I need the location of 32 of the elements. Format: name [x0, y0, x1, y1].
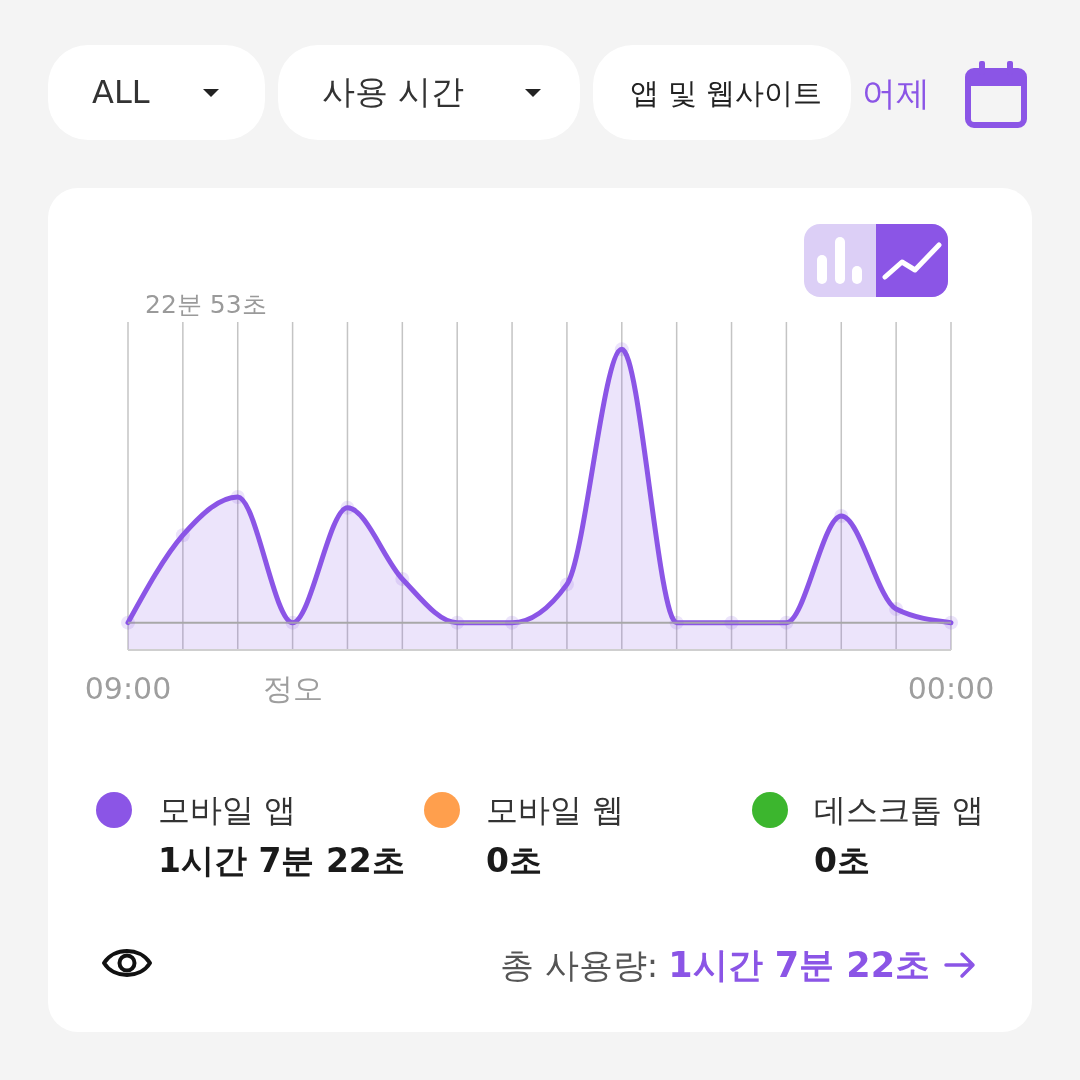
text: ALL [92, 72, 150, 112]
point [340, 500, 355, 515]
point [559, 577, 574, 592]
text: 1시간 7분 22초 [158, 840, 405, 882]
point [230, 489, 245, 504]
text: 0초 [814, 840, 870, 882]
point [889, 602, 904, 616]
text: 앱 및 웹사이트 [630, 75, 823, 112]
x-tick-label: 09:00 [84, 671, 172, 707]
point [669, 615, 684, 630]
text: 어제 [862, 72, 930, 114]
text: 22분 53초 [145, 290, 267, 320]
text: 총 사용량: [499, 944, 659, 987]
point [395, 571, 410, 586]
point [285, 615, 300, 630]
point [450, 615, 465, 630]
x-tick-label: 정오 [262, 671, 323, 707]
point [121, 615, 135, 630]
text: 1시간 7분 22초 [668, 944, 930, 987]
point [505, 615, 520, 630]
legend-label: 모바일 웹 [486, 790, 625, 831]
point [944, 615, 958, 630]
text: 사용 시간 [322, 72, 465, 112]
point [614, 342, 629, 357]
legend-label: 모바일 앱 [158, 790, 297, 831]
text: 0초 [486, 840, 542, 882]
x-tick-label: 00:00 [907, 671, 995, 707]
legend-label: 데스크톱 앱 [814, 790, 985, 831]
point [175, 528, 190, 543]
point [834, 509, 849, 524]
point [724, 615, 739, 630]
point [779, 615, 794, 630]
